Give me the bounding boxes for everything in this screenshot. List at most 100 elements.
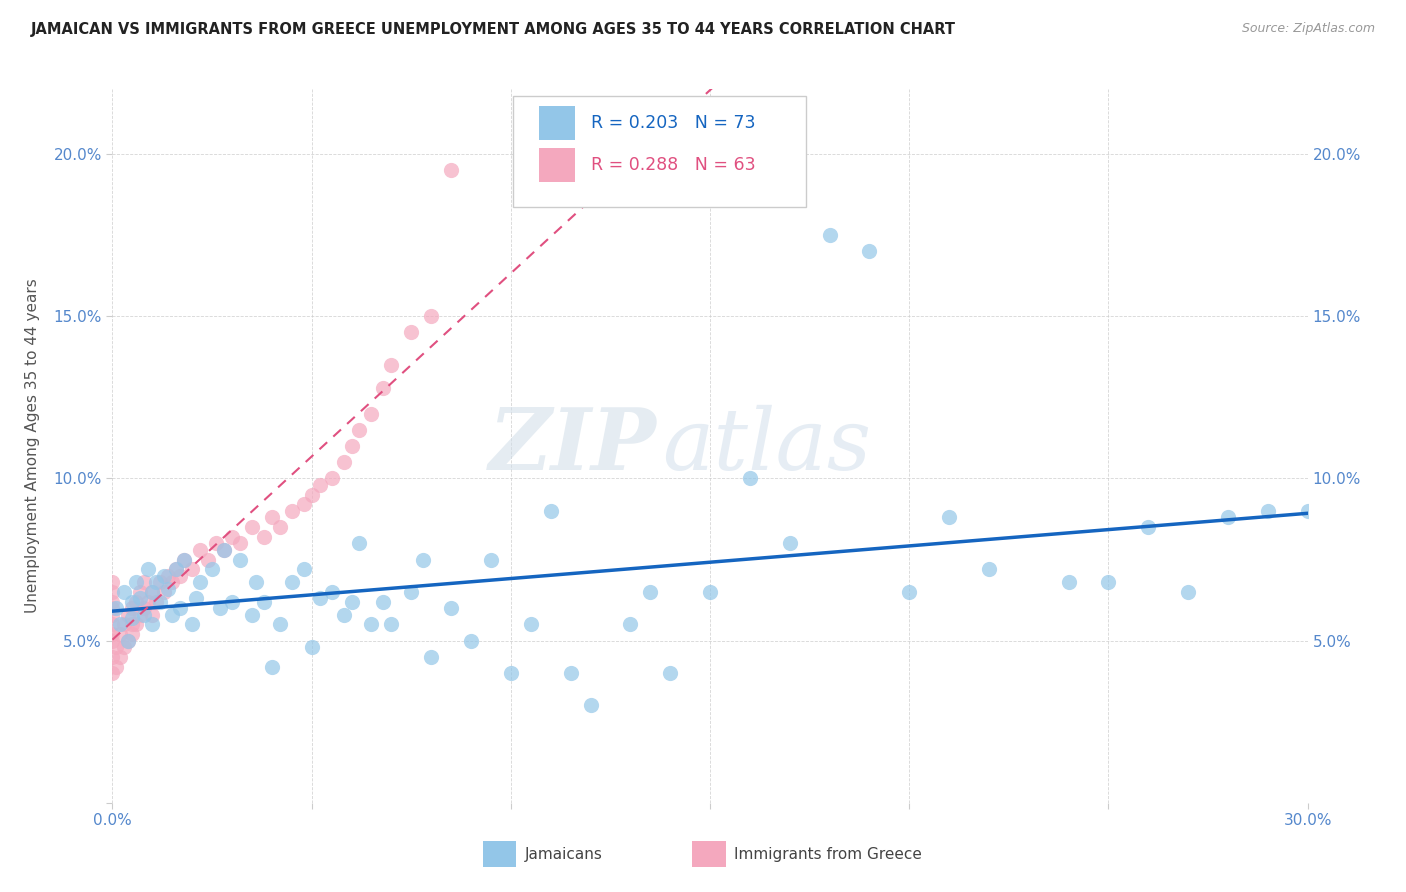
Point [260,659,283,673]
Point [169,568,191,582]
Point [292,562,315,576]
FancyBboxPatch shape [692,841,725,867]
Point [186,591,208,606]
Point [110,627,132,641]
FancyBboxPatch shape [538,106,575,140]
Point [1257,504,1279,518]
Point [101,627,124,641]
Point [659,666,682,681]
Point [125,575,148,590]
Point [181,562,204,576]
Point [101,666,124,681]
Point [977,562,1000,576]
Point [157,582,180,596]
Point [412,552,434,566]
Point [114,585,135,599]
Text: Jamaicans: Jamaicans [524,847,603,862]
Point [619,617,641,632]
Point [101,607,124,622]
Point [101,601,124,615]
Point [340,439,363,453]
Point [818,228,841,243]
Point [105,640,128,654]
Point [349,536,371,550]
Point [173,552,195,566]
Point [321,471,343,485]
Point [205,536,228,550]
Text: atlas: atlas [662,405,872,487]
Point [520,617,543,632]
Point [253,530,276,544]
Point [212,542,235,557]
Point [134,575,156,590]
Point [125,617,148,632]
FancyBboxPatch shape [538,148,575,183]
Point [121,617,143,632]
Point [101,575,124,590]
Point [101,585,124,599]
Point [1296,504,1319,518]
Point [165,562,187,576]
Point [212,542,235,557]
Point [420,310,443,324]
Point [162,607,183,622]
Point [858,244,880,259]
Point [779,536,801,550]
Point [110,649,132,664]
Point [105,601,128,615]
Point [134,607,156,622]
Point [173,552,195,566]
Point [340,595,363,609]
Point [738,471,761,485]
Point [281,575,304,590]
Point [141,607,163,622]
Point [1097,575,1119,590]
Point [301,488,323,502]
Point [129,585,152,599]
Point [401,326,423,340]
Point [401,585,423,599]
Text: ZIP: ZIP [488,404,657,488]
Point [165,562,187,576]
FancyBboxPatch shape [484,841,516,867]
Point [245,575,267,590]
Point [440,601,463,615]
Point [499,666,522,681]
Y-axis label: Unemployment Among Ages 35 to 44 years: Unemployment Among Ages 35 to 44 years [25,278,39,614]
Point [540,504,562,518]
Point [117,633,139,648]
Text: Source: ZipAtlas.com: Source: ZipAtlas.com [1241,22,1375,36]
Point [420,649,443,664]
Point [129,591,152,606]
Point [332,455,354,469]
Point [460,633,482,648]
Text: R = 0.288   N = 63: R = 0.288 N = 63 [591,156,755,174]
Point [110,617,132,632]
Point [138,562,160,576]
Point [129,607,152,622]
Point [141,617,163,632]
Point [380,358,402,372]
Point [308,591,330,606]
Point [201,562,224,576]
Point [1216,510,1239,524]
Point [221,595,243,609]
Point [101,595,124,609]
Point [579,698,602,713]
Point [221,530,243,544]
Point [260,510,283,524]
Point [240,520,263,534]
Point [240,607,263,622]
Point [360,617,382,632]
Point [188,542,211,557]
Point [349,423,371,437]
Point [169,601,191,615]
Point [938,510,960,524]
Point [1137,520,1160,534]
Point [121,611,143,625]
Point [301,640,323,654]
Point [114,617,135,632]
Point [105,659,128,673]
Point [138,595,160,609]
Point [101,649,124,664]
